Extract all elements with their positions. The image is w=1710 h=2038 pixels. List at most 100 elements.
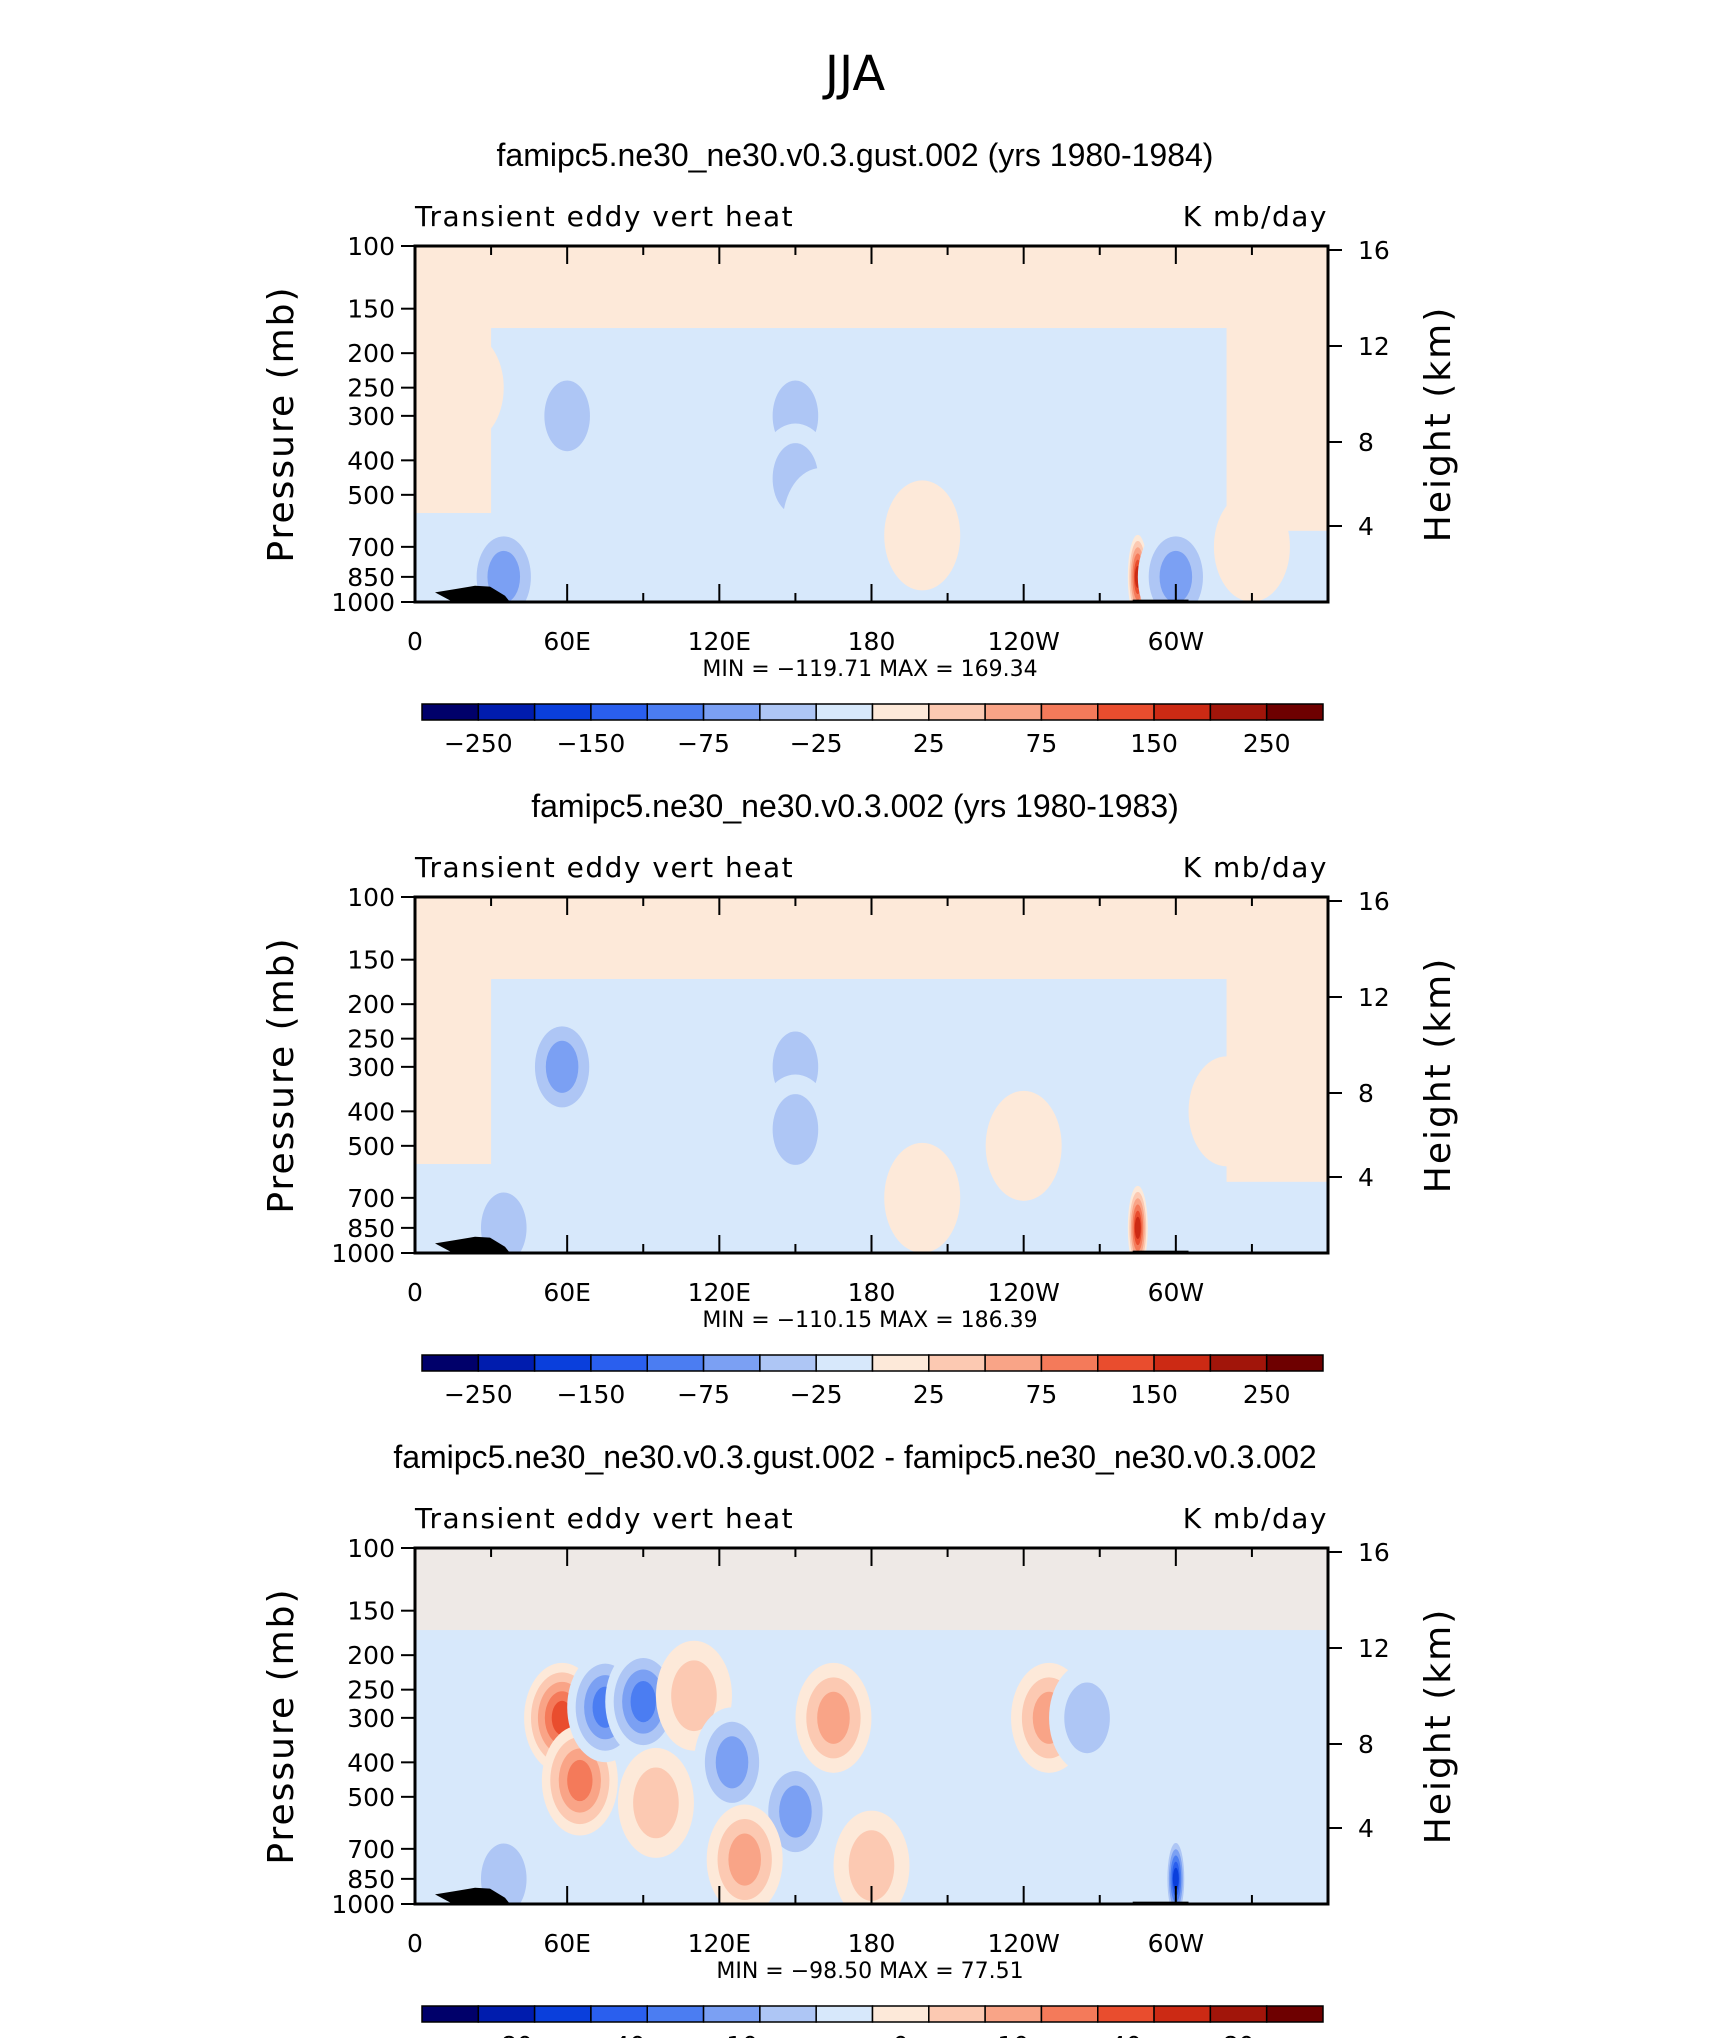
ytick-label: 300 [347, 1704, 395, 1733]
data-blob-1-level-1 [544, 380, 590, 452]
colorbar-swatch [928, 1354, 986, 1372]
colorbar-label: −75 [677, 1380, 730, 1409]
ytick-label: 100 [347, 883, 395, 912]
y2-axis-label: Height (km) [1418, 957, 1459, 1193]
colorbar-label: 25 [913, 1380, 945, 1409]
colorbar-label: −40 [593, 2031, 646, 2038]
data-blob-0-level-0 [427, 332, 504, 443]
ytick-label: 250 [347, 1676, 395, 1705]
ytick-label: 400 [347, 1097, 395, 1126]
panel-2: famipc5.ne30_ne30.v0.3.002 (yrs 1980-198… [261, 788, 1459, 1409]
right-tick-label: 16 [1358, 1538, 1390, 1567]
data-blob-3-level-0 [884, 1142, 961, 1253]
colorbar-swatch [702, 2005, 761, 2023]
colorbar-label: −150 [557, 1380, 626, 1409]
colorbar-swatch [759, 1354, 817, 1372]
right-tick-label: 16 [1358, 887, 1390, 916]
colorbar-swatch [1040, 703, 1099, 721]
ytick-label: 700 [347, 533, 395, 562]
data-blob-14-level-1 [480, 1843, 527, 1904]
ytick-label: 250 [347, 374, 395, 403]
ytick-label: 300 [347, 402, 395, 431]
ytick-label: 700 [347, 1184, 395, 1213]
colorbar-swatch [1097, 1354, 1155, 1372]
colorbar: −250 −150 −75 −25 25 75 150 250 [421, 1354, 1324, 1409]
xtick-label: 120E [688, 1278, 752, 1307]
ytick-label: 100 [347, 1534, 395, 1563]
colorbar-swatch [871, 1354, 930, 1372]
right-tick-label: 12 [1358, 1634, 1390, 1663]
colorbar: −80 −40 −10 0 10 40 80 [421, 2005, 1324, 2038]
colorbar-label: 250 [1243, 729, 1291, 758]
colorbar-swatch [815, 703, 874, 721]
data-blob-4-level-0 [985, 1090, 1062, 1201]
ytick-label: 850 [347, 563, 395, 592]
colorbar-swatch [702, 1354, 761, 1372]
colorbar-swatch [1265, 703, 1324, 721]
data-blob-11-level-1 [1064, 1682, 1110, 1754]
right-tick-label: 12 [1358, 332, 1390, 361]
colorbar-label: 250 [1243, 1380, 1291, 1409]
colorbar-swatch [759, 2005, 817, 2023]
ytick-label: 1000 [331, 588, 395, 617]
colorbar-swatch [928, 703, 986, 721]
xtick-label: 180 [848, 627, 896, 656]
field [415, 1548, 1328, 1904]
colorbar-swatch [646, 1354, 705, 1372]
right-tick-label: 8 [1358, 428, 1374, 457]
units-label: K mb/day [1183, 200, 1328, 233]
field [415, 897, 1328, 1253]
colorbar-swatch [871, 703, 930, 721]
colorbar-swatch [646, 703, 705, 721]
colorbar-label: 40 [1110, 2031, 1142, 2038]
colorbar-label: 75 [1026, 729, 1058, 758]
colorbar-label: 0 [893, 2031, 909, 2038]
data-blob-8-level-2 [728, 1833, 761, 1886]
data-blob-7-level-0 [1066, 360, 1143, 471]
colorbar-swatch [421, 2005, 480, 2023]
xtick-label: 60W [1148, 627, 1205, 656]
ytick-label: 250 [347, 1025, 395, 1054]
colorbar-swatch [1097, 703, 1155, 721]
min-max-stats: MIN = −98.50 MAX = 77.51 [716, 1959, 1023, 1984]
colorbar-swatch [1153, 1354, 1212, 1372]
y-axis-label: Pressure (mb) [261, 936, 302, 1213]
colorbar-swatch [815, 1354, 874, 1372]
ytick-label: 1000 [331, 1239, 395, 1268]
data-blob-5-level-2 [715, 1736, 749, 1789]
ytick-label: 300 [347, 1053, 395, 1082]
ytick-label: 850 [347, 1214, 395, 1243]
colorbar-label: −250 [444, 1380, 513, 1409]
xtick-label: 60E [543, 627, 591, 656]
panel-title: famipc5.ne30_ne30.v0.3.002 (yrs 1980-198… [531, 788, 1179, 824]
colorbar-swatch [590, 703, 648, 721]
data-blob-0-level-2 [545, 1040, 579, 1093]
colorbar-swatch [928, 2005, 986, 2023]
colorbar-swatch [421, 703, 480, 721]
colorbar-label: 10 [997, 2031, 1029, 2038]
xtick-label: 60W [1148, 1929, 1205, 1958]
colorbar-label: −10 [705, 2031, 758, 2038]
data-blob-9-level-2 [1159, 550, 1193, 602]
ytick-label: 400 [347, 1748, 395, 1777]
ytick-label: 400 [347, 446, 395, 475]
data-blob-3-level-3 [630, 1680, 656, 1723]
colorbar-swatch [871, 2005, 930, 2023]
colorbar-swatch [984, 703, 1043, 721]
colorbar-swatch [477, 2005, 536, 2023]
colorbar-label: −150 [557, 729, 626, 758]
right-tick-label: 8 [1358, 1079, 1374, 1108]
colorbar-label: −250 [444, 729, 513, 758]
ytick-label: 200 [347, 1641, 395, 1670]
ytick-label: 1000 [331, 1890, 395, 1919]
colorbar-swatch [533, 703, 592, 721]
colorbar-swatch [984, 2005, 1043, 2023]
colorbar-label: −25 [790, 1380, 843, 1409]
data-blob-5-level-5 [1134, 1216, 1141, 1239]
colorbar-swatch [1040, 1354, 1099, 1372]
colorbar-swatch [1209, 703, 1268, 721]
data-blob-2-level-1 [772, 1094, 819, 1165]
ytick-label: 500 [347, 1783, 395, 1812]
right-tick-label: 4 [1358, 1814, 1374, 1843]
